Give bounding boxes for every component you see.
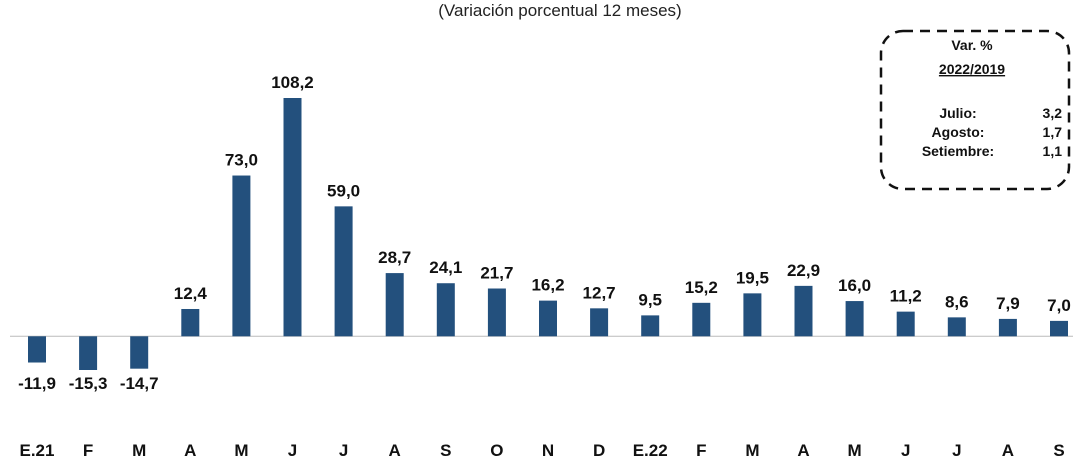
- x-tick-label: J: [288, 441, 297, 459]
- annotation-box: [879, 29, 1071, 191]
- bar: [283, 98, 302, 337]
- bar: [896, 311, 915, 337]
- data-label: 59,0: [327, 181, 360, 200]
- x-tick-label: E.21: [20, 441, 55, 459]
- data-label: 12,4: [174, 284, 208, 303]
- bar: [1050, 320, 1068, 337]
- bar: [947, 317, 966, 337]
- data-label: 12,7: [583, 283, 616, 302]
- bar: [130, 336, 149, 369]
- bar: [794, 285, 813, 337]
- annotation-title: Var. %: [951, 37, 993, 53]
- data-label: 7,9: [996, 294, 1020, 313]
- bar: [641, 315, 660, 337]
- annotation-row-label: Julio:: [939, 105, 976, 121]
- bar: [28, 336, 46, 363]
- data-label: 15,2: [685, 278, 718, 297]
- x-tick-label: E.22: [633, 441, 668, 459]
- bar: [232, 175, 251, 337]
- annotation-subtitle: 2022/2019: [939, 61, 1005, 77]
- bar: [487, 288, 506, 337]
- x-tick-label: M: [745, 441, 759, 459]
- bar: [743, 293, 762, 337]
- x-tick-label: M: [848, 441, 862, 459]
- data-label: -11,9: [18, 374, 56, 393]
- annotation-row-value: 3,2: [1043, 105, 1063, 121]
- bar: [692, 302, 711, 337]
- data-label: 7,0: [1047, 296, 1071, 315]
- x-tick-label: F: [83, 441, 93, 459]
- x-tick-label: D: [593, 441, 605, 459]
- bar: [539, 300, 557, 337]
- x-tick-label: J: [952, 441, 961, 459]
- data-label: 24,1: [429, 258, 462, 277]
- x-tick-label: S: [1053, 441, 1064, 459]
- x-tick-label: J: [901, 441, 910, 459]
- x-tick-label: O: [490, 441, 503, 459]
- x-tick-label: A: [797, 441, 809, 459]
- x-tick-label: S: [440, 441, 451, 459]
- data-label: -15,3: [69, 374, 108, 393]
- data-label: 19,5: [736, 268, 769, 287]
- bar: [334, 206, 353, 337]
- bar: [181, 308, 200, 337]
- data-label: 9,5: [638, 290, 662, 309]
- x-tick-label: N: [542, 441, 554, 459]
- data-label: 21,7: [480, 264, 513, 283]
- data-label: 8,6: [945, 292, 969, 311]
- x-tick-label: M: [234, 441, 248, 459]
- data-label: 22,9: [787, 261, 820, 280]
- x-tick-label: A: [1002, 441, 1014, 459]
- x-tick-label: F: [696, 441, 706, 459]
- x-tick-label: A: [184, 441, 196, 459]
- annotation-row-label: Agosto:: [932, 124, 985, 140]
- bar: [845, 301, 864, 337]
- data-label: 108,2: [271, 73, 314, 92]
- x-tick-label: M: [132, 441, 146, 459]
- annotation-row-label: Setiembre:: [922, 143, 994, 159]
- data-label: 28,7: [378, 248, 411, 267]
- annotation-row-value: 1,7: [1043, 124, 1063, 140]
- data-label: 16,2: [531, 276, 564, 295]
- data-label: -14,7: [120, 374, 159, 393]
- x-tick-label: J: [339, 441, 348, 459]
- bar: [385, 273, 404, 337]
- annotation-row-value: 1,1: [1043, 143, 1063, 159]
- bar: [436, 283, 455, 337]
- bar: [998, 318, 1017, 337]
- bar: [79, 336, 98, 370]
- bar: [590, 308, 609, 337]
- data-label: 16,0: [838, 276, 871, 295]
- chart-subtitle: (Variación porcentual 12 meses): [438, 1, 681, 20]
- x-tick-label: A: [389, 441, 401, 459]
- data-label: 11,2: [890, 287, 922, 306]
- data-label: 73,0: [225, 151, 258, 170]
